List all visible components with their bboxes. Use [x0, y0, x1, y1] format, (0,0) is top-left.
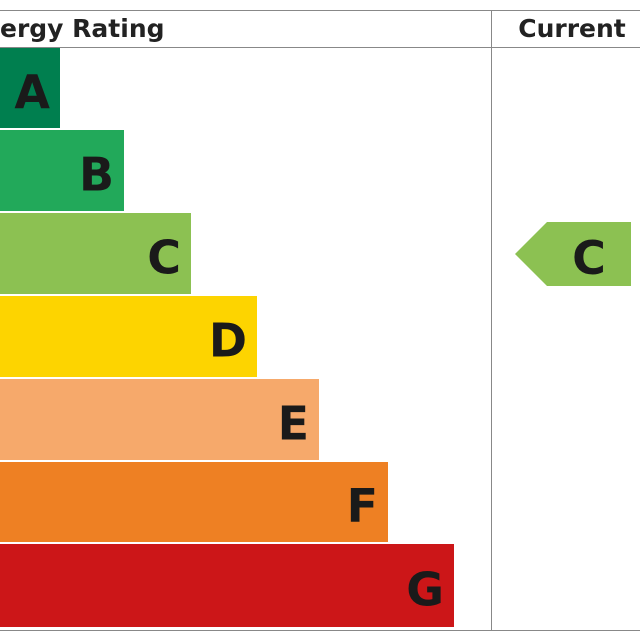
band-letter: D [209, 314, 247, 368]
rating-band [0, 544, 454, 627]
band-letter: E [278, 397, 309, 451]
band-letter: G [406, 563, 444, 617]
band-letter: B [79, 148, 114, 202]
header-title: ergy Rating [0, 14, 165, 43]
rating-band [0, 130, 124, 211]
rating-band [0, 379, 319, 460]
current-arrow [515, 222, 631, 286]
current-letter: C [572, 231, 606, 285]
rating-band [0, 213, 191, 294]
rating-band [0, 296, 257, 377]
rating-band [0, 462, 388, 542]
band-letter: C [147, 231, 181, 285]
band-letter: F [347, 479, 378, 533]
header-current: Current [518, 14, 626, 43]
rating-band [0, 48, 60, 128]
band-letter: A [14, 65, 50, 119]
